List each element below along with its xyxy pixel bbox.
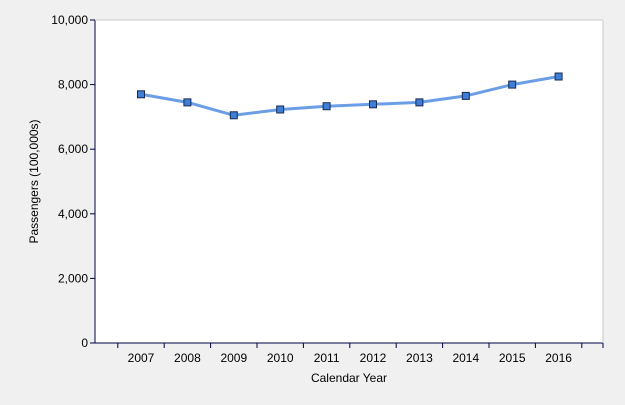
y-tick-label: 0: [81, 336, 88, 350]
x-tick-label: 2015: [499, 351, 526, 365]
y-tick-label: 2,000: [58, 271, 88, 285]
x-tick-label: 2009: [220, 351, 247, 365]
x-tick-label: 2011: [314, 351, 340, 365]
data-point: [229, 111, 238, 120]
data-point: [276, 105, 285, 114]
y-tick-label: 8,000: [58, 78, 88, 92]
data-point: [461, 91, 470, 100]
x-tick-label: 2013: [406, 351, 433, 365]
series-line: [139, 75, 561, 117]
x-tick-label: 2008: [174, 351, 201, 365]
y-axis-label: Passengers (100,000s): [27, 119, 41, 243]
data-point: [508, 80, 517, 89]
axes: 0 2,000 4,000 6,000 8,000 10,000 2007 2008 2009 2…: [51, 13, 604, 365]
series-layer: [137, 72, 563, 120]
y-tick-label: 6,000: [58, 142, 88, 156]
x-tick-label: 2014: [452, 351, 479, 365]
y-tick-label: 4,000: [58, 207, 88, 221]
x-tick-label: 2012: [360, 351, 387, 365]
x-axis-label: Calendar Year: [311, 371, 387, 385]
data-point: [183, 98, 192, 107]
data-point: [415, 98, 424, 107]
x-tick-label: 2007: [128, 351, 155, 365]
data-point: [137, 90, 145, 99]
x-tick-label: 2016: [545, 351, 572, 365]
plot-area: [95, 20, 603, 343]
data-point: [369, 100, 377, 109]
x-tick-label: 2010: [267, 351, 294, 365]
y-tick-label: 10,000: [51, 13, 88, 27]
data-point: [554, 72, 563, 81]
data-point: [322, 102, 331, 111]
